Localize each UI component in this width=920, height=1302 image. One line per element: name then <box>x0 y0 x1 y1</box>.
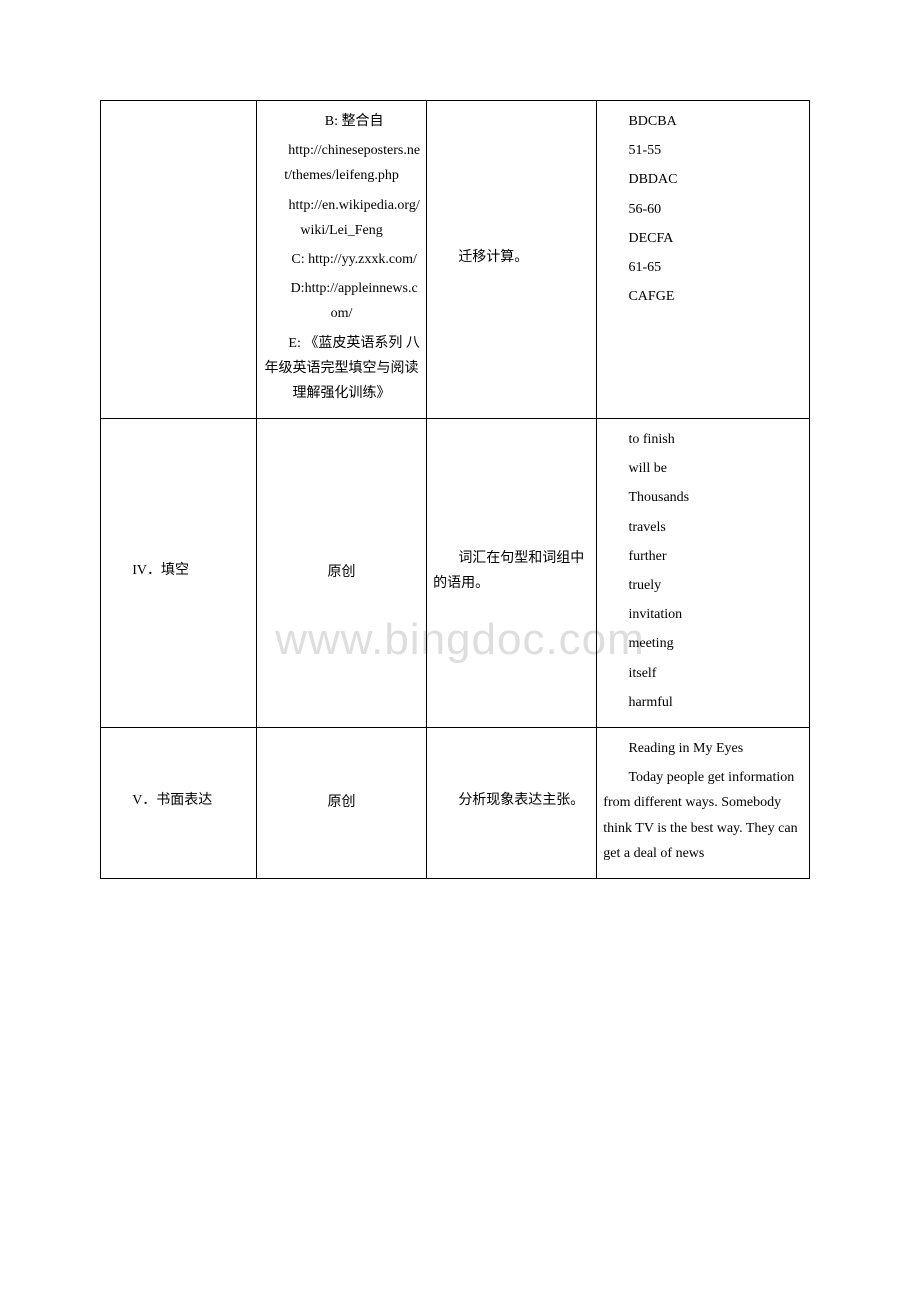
essay-title: Reading in My Eyes <box>603 736 803 761</box>
source-line: http://chineseposters.net/themes/leifeng… <box>263 138 420 188</box>
answer-line: further <box>603 544 803 569</box>
table-row: IV．填空 原创 词汇在句型和词组中的语用。 to finish will be… <box>101 419 810 728</box>
source-line: D:http://appleinnews.com/ <box>263 276 420 326</box>
answer-line: CAFGE <box>603 284 803 309</box>
source-cell: B: 整合自 http://chineseposters.net/themes/… <box>256 101 426 419</box>
description-cell: 迁移计算。 <box>427 101 597 419</box>
answer-line: itself <box>603 661 803 686</box>
section-label: IV．填空 <box>107 558 250 583</box>
answer-line: 51-55 <box>603 138 803 163</box>
description-cell: 词汇在句型和词组中的语用。 <box>427 419 597 728</box>
answer-line: DBDAC <box>603 167 803 192</box>
source-text: 原创 <box>328 565 356 580</box>
source-cell: 原创 <box>256 727 426 878</box>
answer-line: 56-60 <box>603 197 803 222</box>
document-content: B: 整合自 http://chineseposters.net/themes/… <box>100 100 810 879</box>
answer-line: invitation <box>603 602 803 627</box>
description-cell: 分析现象表达主张。 <box>427 727 597 878</box>
answer-line: DECFA <box>603 226 803 251</box>
answer-line: will be <box>603 456 803 481</box>
table-row: B: 整合自 http://chineseposters.net/themes/… <box>101 101 810 419</box>
source-line: http://en.wikipedia.org/wiki/Lei_Feng <box>263 193 420 243</box>
section-label: V．书面表达 <box>107 788 250 813</box>
essay-body: Today people get information from differ… <box>603 765 803 866</box>
answer-line: truely <box>603 573 803 598</box>
answer-line: meeting <box>603 631 803 656</box>
table-row: V．书面表达 原创 分析现象表达主张。 Reading in My Eyes T… <box>101 727 810 878</box>
answer-line: BDCBA <box>603 109 803 134</box>
answers-cell: BDCBA 51-55 DBDAC 56-60 DECFA 61-65 CAFG… <box>597 101 810 419</box>
answer-line: Thousands <box>603 485 803 510</box>
source-line: C: http://yy.zxxk.com/ <box>263 247 420 272</box>
answers-cell: Reading in My Eyes Today people get info… <box>597 727 810 878</box>
source-line: E: 《蓝皮英语系列 八年级英语完型填空与阅读理解强化训练》 <box>263 331 420 407</box>
section-label-cell <box>101 101 257 419</box>
source-line: B: 整合自 <box>263 109 420 134</box>
answer-line: harmful <box>603 690 803 715</box>
answer-line: 61-65 <box>603 255 803 280</box>
source-cell: 原创 <box>256 419 426 728</box>
description-text: 分析现象表达主张。 <box>433 788 590 813</box>
section-label-cell: V．书面表达 <box>101 727 257 878</box>
answers-cell: to finish will be Thousands travels furt… <box>597 419 810 728</box>
source-text: 原创 <box>328 795 356 810</box>
main-table: B: 整合自 http://chineseposters.net/themes/… <box>100 100 810 879</box>
description-text: 迁移计算。 <box>433 245 590 270</box>
answer-line: travels <box>603 515 803 540</box>
answer-line: to finish <box>603 427 803 452</box>
description-text: 词汇在句型和词组中的语用。 <box>433 546 590 596</box>
section-label-cell: IV．填空 <box>101 419 257 728</box>
